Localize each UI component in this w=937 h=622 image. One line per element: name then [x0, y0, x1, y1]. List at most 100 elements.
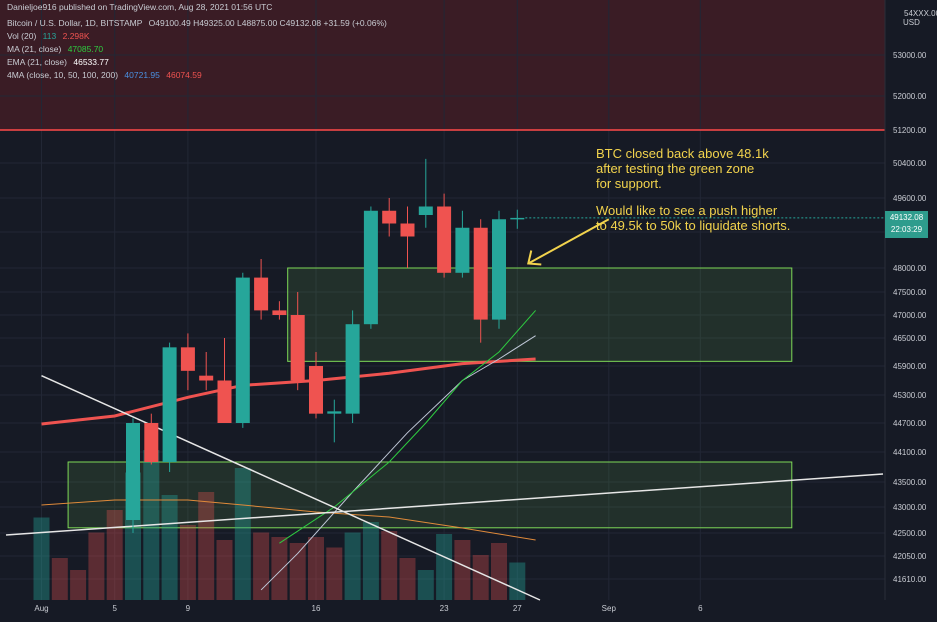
fourma-value-a: 40721.95	[124, 70, 160, 80]
price-tick-label: 51200.00	[893, 126, 927, 135]
candles	[126, 158, 885, 533]
candle-body	[492, 219, 506, 320]
price-tick-label: 44700.00	[893, 419, 927, 428]
publisher-line: Danieljoe916 published on TradingView.co…	[7, 2, 273, 12]
price-tick-label: 45300.00	[893, 391, 927, 400]
volume-bar	[253, 532, 270, 600]
ma-value: 47085.70	[67, 44, 104, 54]
annotation-line-5: to 49.5k to 50k to liquidate shorts.	[596, 218, 791, 233]
volume-bar	[106, 510, 123, 600]
ma-label: MA (21, close)	[7, 44, 62, 54]
price-tick-label: 53000.00	[893, 51, 927, 60]
time-tick-label: 6	[698, 604, 703, 613]
candle-body	[272, 310, 287, 315]
annotation-line-2: after testing the green zone	[596, 161, 755, 176]
candle-body	[217, 380, 232, 423]
volume-bar	[344, 532, 361, 600]
symbol-name: Bitcoin / U.S. Dollar, 1D, BITSTAMP	[7, 18, 143, 28]
volume-bar	[198, 492, 215, 600]
support-zone	[67, 461, 793, 529]
candle-body	[309, 366, 323, 414]
support-zones	[0, 129, 885, 529]
time-tick-label: 16	[312, 604, 321, 613]
candle-body	[418, 206, 433, 215]
ascending-trendline	[5, 473, 884, 536]
volume-bar	[436, 534, 453, 600]
candle-body	[345, 324, 360, 414]
volume-bar	[289, 543, 306, 600]
support-zone	[287, 267, 793, 362]
vol-value-b: 2.298K	[62, 31, 90, 41]
volume-bar	[381, 531, 398, 600]
candle-body	[180, 347, 195, 371]
currency-label: USD	[903, 18, 920, 27]
last-price: 49132.08	[889, 213, 924, 222]
candle-body	[363, 210, 378, 325]
last-price-badge: 49132.08 22:03:29	[885, 211, 928, 238]
vol-value-a: 113	[42, 31, 57, 41]
volume-bar	[362, 522, 379, 600]
candle-body	[400, 223, 415, 237]
ema21-line	[260, 335, 536, 591]
volume-bar	[70, 570, 87, 600]
candle-body	[473, 227, 488, 320]
bar-countdown: 22:03:29	[890, 225, 923, 234]
volume-bar	[417, 570, 434, 600]
fourma-value-b: 46074.59	[166, 70, 202, 80]
volume-bar	[454, 540, 471, 600]
candle-body	[144, 423, 159, 462]
price-tick-label: 42500.00	[893, 529, 927, 538]
volume-bar	[472, 555, 489, 600]
price-tick-label: 42050.00	[893, 552, 927, 561]
volume-bar	[326, 547, 343, 600]
candle-body	[510, 217, 525, 220]
time-tick-label: 27	[513, 604, 522, 613]
time-tick-label: 5	[112, 604, 117, 613]
ma-legend: MA (21, close) 47085.70	[7, 44, 103, 55]
price-axis[interactable]: 53000.00 52000.00 51200.00 50400.00 49600.00…	[884, 0, 927, 600]
annotation-line-4: Would like to see a push higher	[596, 203, 778, 218]
candle-body	[162, 347, 177, 462]
volume-bar	[271, 537, 288, 600]
time-tick-label: Aug	[34, 604, 48, 613]
price-tick-label: 44100.00	[893, 448, 927, 457]
ema-legend: EMA (21, close) 46533.77	[7, 57, 109, 68]
candle-body	[437, 206, 452, 273]
volume-bar	[216, 540, 233, 600]
candle-body	[455, 227, 470, 273]
descending-trendline	[41, 374, 541, 601]
fourma-legend: 4MA (close, 10, 50, 100, 200) 40721.95 4…	[7, 70, 202, 81]
time-tick-label: 23	[440, 604, 449, 613]
arrow-head	[527, 250, 542, 266]
volume-legend: Vol (20) 113 2.298K	[7, 31, 90, 42]
price-tick-label: 52000.00	[893, 92, 927, 101]
arrow-annotation	[527, 218, 610, 266]
price-tick-label: 41610.00	[893, 575, 927, 584]
top-axis-label: 54XXX.00	[904, 9, 937, 18]
volume-bar	[234, 468, 251, 600]
annotation-line-1: BTC closed back above 48.1k	[596, 146, 769, 161]
candle-body	[382, 210, 397, 224]
price-tick-label: 49600.00	[893, 194, 927, 203]
volume-bar	[33, 517, 50, 600]
ma50-line	[41, 357, 536, 426]
price-tick-label: 47000.00	[893, 311, 927, 320]
volume-bar	[308, 537, 324, 600]
symbol-line: Bitcoin / U.S. Dollar, 1D, BITSTAMP O491…	[7, 18, 387, 29]
candle-body	[126, 423, 140, 520]
ema-label: EMA (21, close)	[7, 57, 67, 67]
time-axis[interactable]: Aug 5 9 16 23 27 Sep 6	[34, 604, 703, 613]
price-tick-label: 45900.00	[893, 362, 927, 371]
arrow-shaft	[527, 218, 610, 265]
volume-bar	[88, 532, 105, 600]
price-tick-label: 43000.00	[893, 503, 927, 512]
resistance-zone-bg	[0, 0, 885, 130]
candle-body	[199, 375, 214, 381]
volume-bar	[179, 525, 196, 600]
price-tick-label: 46500.00	[893, 334, 927, 343]
volume-bars	[33, 450, 536, 600]
candle-body	[327, 411, 342, 414]
time-tick-label: 9	[186, 604, 191, 613]
volume-bar	[509, 562, 526, 600]
